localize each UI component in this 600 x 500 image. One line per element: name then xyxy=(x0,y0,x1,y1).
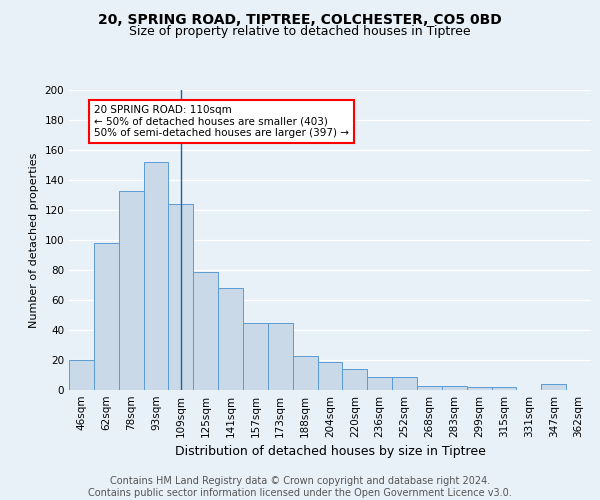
Text: Size of property relative to detached houses in Tiptree: Size of property relative to detached ho… xyxy=(129,25,471,38)
Text: Contains HM Land Registry data © Crown copyright and database right 2024.
Contai: Contains HM Land Registry data © Crown c… xyxy=(88,476,512,498)
Bar xyxy=(491,387,517,390)
Bar xyxy=(268,322,293,390)
Bar xyxy=(69,360,94,390)
Bar xyxy=(467,387,491,390)
Bar xyxy=(193,272,218,390)
Bar xyxy=(119,190,143,390)
Bar xyxy=(417,386,442,390)
Bar xyxy=(367,376,392,390)
Bar xyxy=(317,362,343,390)
Bar xyxy=(442,386,467,390)
Bar xyxy=(293,356,317,390)
X-axis label: Distribution of detached houses by size in Tiptree: Distribution of detached houses by size … xyxy=(175,446,485,458)
Text: 20, SPRING ROAD, TIPTREE, COLCHESTER, CO5 0BD: 20, SPRING ROAD, TIPTREE, COLCHESTER, CO… xyxy=(98,12,502,26)
Text: 20 SPRING ROAD: 110sqm
← 50% of detached houses are smaller (403)
50% of semi-de: 20 SPRING ROAD: 110sqm ← 50% of detached… xyxy=(94,105,349,138)
Bar xyxy=(243,322,268,390)
Bar xyxy=(143,162,169,390)
Bar xyxy=(218,288,243,390)
Bar xyxy=(169,204,193,390)
Y-axis label: Number of detached properties: Number of detached properties xyxy=(29,152,39,328)
Bar xyxy=(343,369,367,390)
Bar xyxy=(392,376,417,390)
Bar xyxy=(94,243,119,390)
Bar xyxy=(541,384,566,390)
